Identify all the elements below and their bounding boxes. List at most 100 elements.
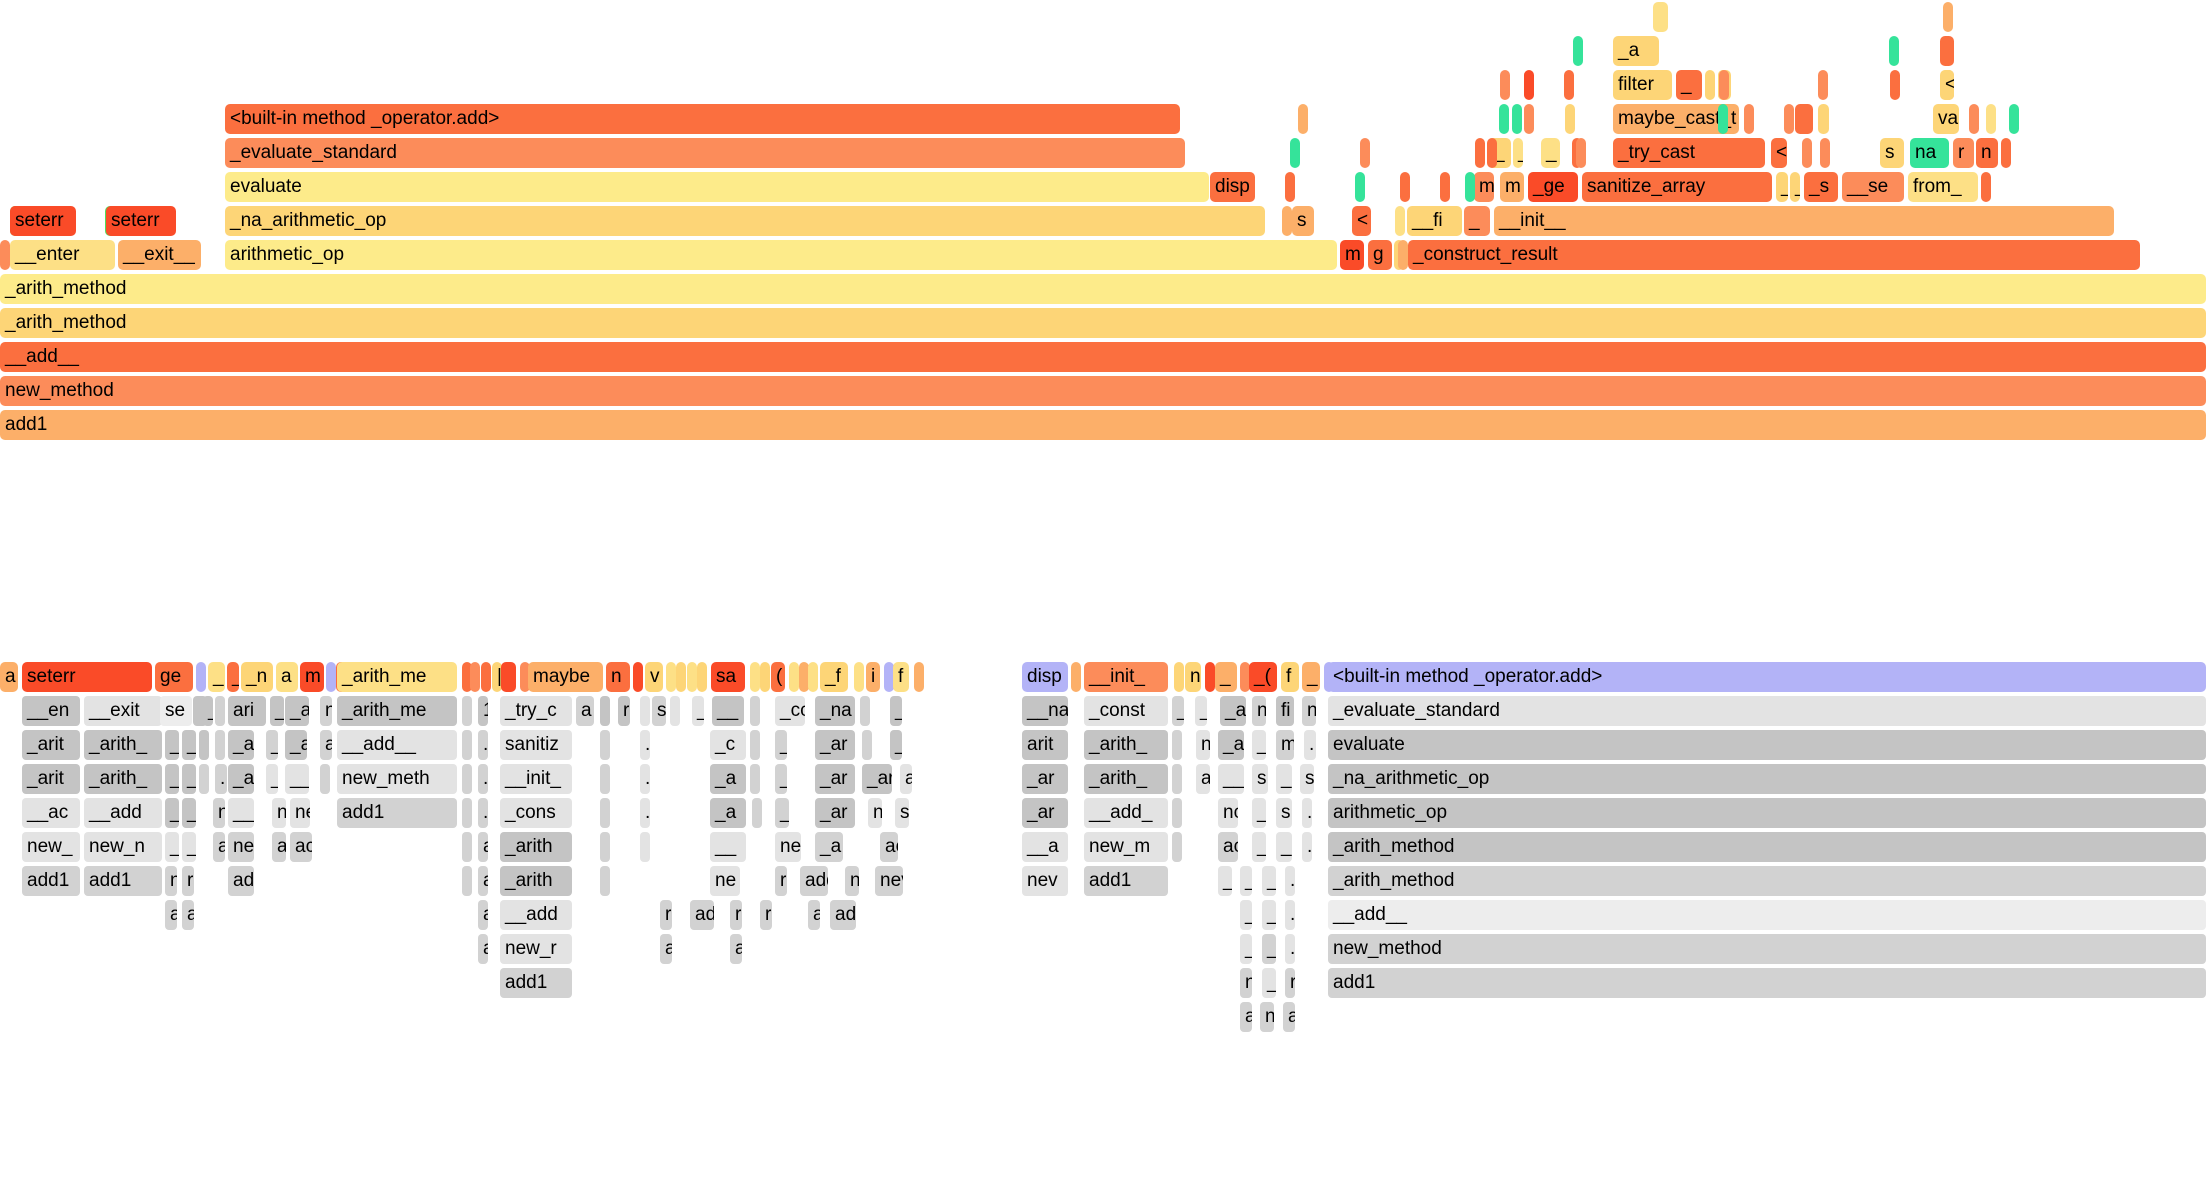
- flame-frame-nev[interactable]: nev: [875, 866, 903, 896]
- flame-frame-[interactable]: _: [165, 764, 179, 794]
- flame-frame[interactable]: [687, 662, 697, 692]
- flame-frame-[interactable]: __: [712, 696, 744, 726]
- flame-frame-arith-me[interactable]: _arith_me: [337, 696, 457, 726]
- flame-frame-ne[interactable]: ne: [290, 798, 310, 828]
- flame-frame-f[interactable]: f: [893, 662, 909, 692]
- flame-frame-a[interactable]: _a: [1613, 36, 1659, 66]
- flame-frame-add[interactable]: __add__: [337, 730, 457, 760]
- flame-frame-[interactable]: .: [1302, 798, 1312, 828]
- flame-frame-ar[interactable]: _ar: [815, 764, 855, 794]
- flame-frame[interactable]: [760, 662, 770, 692]
- flame-frame[interactable]: [697, 662, 707, 692]
- flame-frame-[interactable]: .: [1302, 832, 1312, 862]
- flame-frame[interactable]: [462, 866, 472, 896]
- flame-frame-add[interactable]: __add: [84, 798, 162, 828]
- flame-frame[interactable]: [750, 730, 760, 760]
- flame-frame-n[interactable]: n: [1260, 1002, 1274, 1032]
- flame-frame-add[interactable]: add: [800, 866, 828, 896]
- flame-frame-arith[interactable]: _arith_: [84, 764, 162, 794]
- flame-frame-[interactable]: .: [640, 730, 650, 760]
- flame-frame[interactable]: [799, 662, 809, 692]
- flame-frame-arith[interactable]: _arith_: [1084, 730, 1168, 760]
- flame-frame[interactable]: [1360, 138, 1370, 168]
- flame-frame[interactable]: [1172, 730, 1182, 760]
- flame-frame[interactable]: [1512, 104, 1522, 134]
- flame-frame-add1[interactable]: add1: [1328, 968, 2206, 998]
- flame-frame[interactable]: [1940, 36, 1954, 66]
- flame-frame-m[interactable]: m: [1340, 240, 1364, 270]
- flame-frame[interactable]: [640, 696, 650, 726]
- flame-frame-i[interactable]: i: [866, 662, 880, 692]
- flame-frame-fi[interactable]: __fi: [1407, 206, 1462, 236]
- flame-frame-n[interactable]: n: [1240, 968, 1252, 998]
- flame-frame-[interactable]: _: [1276, 832, 1292, 862]
- flame-frame-r[interactable]: r: [775, 866, 787, 896]
- flame-frame[interactable]: [1744, 104, 1754, 134]
- flame-frame-ar[interactable]: _ar: [862, 764, 892, 794]
- flame-frame-m[interactable]: m: [1276, 730, 1294, 760]
- flame-frame-[interactable]: .: [640, 764, 650, 794]
- flame-frame-add1[interactable]: add1: [84, 866, 162, 896]
- flame-frame-ac[interactable]: __ac: [22, 798, 80, 828]
- flame-frame[interactable]: [1172, 764, 1182, 794]
- flame-frame[interactable]: [1943, 2, 1953, 32]
- flame-frame-a[interactable]: a: [1283, 1002, 1295, 1032]
- flame-frame[interactable]: [600, 798, 610, 828]
- flame-frame-seterr[interactable]: seterr: [10, 206, 76, 236]
- flame-frame-[interactable]: .: [478, 764, 488, 794]
- flame-frame[interactable]: [1653, 2, 1668, 32]
- flame-frame-na[interactable]: __na: [1022, 696, 1068, 726]
- flame-frame-[interactable]: .: [1285, 900, 1295, 930]
- flame-frame[interactable]: [462, 696, 472, 726]
- flame-frame-a[interactable]: a: [165, 900, 177, 930]
- flame-frame[interactable]: [1290, 138, 1300, 168]
- flame-frame-n[interactable]: n: [165, 866, 177, 896]
- flame-frame[interactable]: [1818, 104, 1829, 134]
- flame-frame-[interactable]: _: [1240, 900, 1252, 930]
- flame-frame[interactable]: [462, 662, 472, 692]
- flame-frame[interactable]: [1465, 172, 1475, 202]
- flame-frame[interactable]: [326, 662, 336, 692]
- flame-frame[interactable]: [1564, 70, 1574, 100]
- flame-frame-built-in-method-operator-add[interactable]: <built-in method _operator.add>: [1328, 662, 2206, 692]
- flame-frame-[interactable]: __: [285, 764, 309, 794]
- flame-frame-[interactable]: _: [165, 730, 179, 760]
- flame-frame[interactable]: [1282, 206, 1292, 236]
- flame-frame-try-cast[interactable]: _try_cast: [1613, 138, 1765, 168]
- flame-frame[interactable]: [1719, 70, 1729, 100]
- flame-frame-ar[interactable]: _ar: [1022, 798, 1068, 828]
- flame-frame-sanitiz[interactable]: sanitiz: [500, 730, 572, 760]
- flame-frame-[interactable]: _: [182, 798, 196, 828]
- flame-frame-s[interactable]: s: [652, 696, 666, 726]
- flame-frame-a[interactable]: a: [182, 900, 194, 930]
- flame-frame[interactable]: [600, 696, 610, 726]
- flame-frame-add1[interactable]: add1: [500, 968, 572, 998]
- flame-frame-seterr[interactable]: seterr: [22, 662, 152, 692]
- flame-frame-c[interactable]: _c: [710, 730, 746, 760]
- flame-frame-construct-result[interactable]: _construct_result: [1408, 240, 2140, 270]
- flame-frame[interactable]: [600, 730, 610, 760]
- flame-frame-[interactable]: _: [1218, 866, 1232, 896]
- flame-frame[interactable]: [1890, 70, 1900, 100]
- flame-frame-n[interactable]: n: [1252, 696, 1266, 726]
- flame-frame-[interactable]: _: [890, 730, 902, 760]
- flame-frame[interactable]: [1071, 662, 1081, 692]
- flame-frame-[interactable]: _: [1262, 900, 1276, 930]
- flame-frame-[interactable]: _: [775, 730, 787, 760]
- flame-frame[interactable]: [462, 764, 472, 794]
- flame-frame[interactable]: [1820, 138, 1830, 168]
- flame-frame-r[interactable]: r: [660, 900, 672, 930]
- flame-frame-cc[interactable]: _cc: [775, 696, 805, 726]
- flame-frame-[interactable]: _: [1252, 832, 1266, 862]
- flame-frame-ar[interactable]: _ar: [815, 798, 855, 828]
- flame-frame-f[interactable]: f: [1281, 662, 1299, 692]
- flame-frame-arit[interactable]: _arit: [22, 764, 80, 794]
- flame-frame-ge[interactable]: _ge: [1528, 172, 1578, 202]
- flame-frame-a[interactable]: _a: [228, 730, 254, 760]
- flame-frame[interactable]: [1395, 206, 1405, 236]
- flame-frame[interactable]: [1818, 70, 1828, 100]
- flame-frame[interactable]: [196, 662, 206, 692]
- flame-frame[interactable]: [1981, 172, 1991, 202]
- flame-frame-va[interactable]: va: [1933, 104, 1959, 134]
- flame-frame-m[interactable]: m: [1474, 172, 1494, 202]
